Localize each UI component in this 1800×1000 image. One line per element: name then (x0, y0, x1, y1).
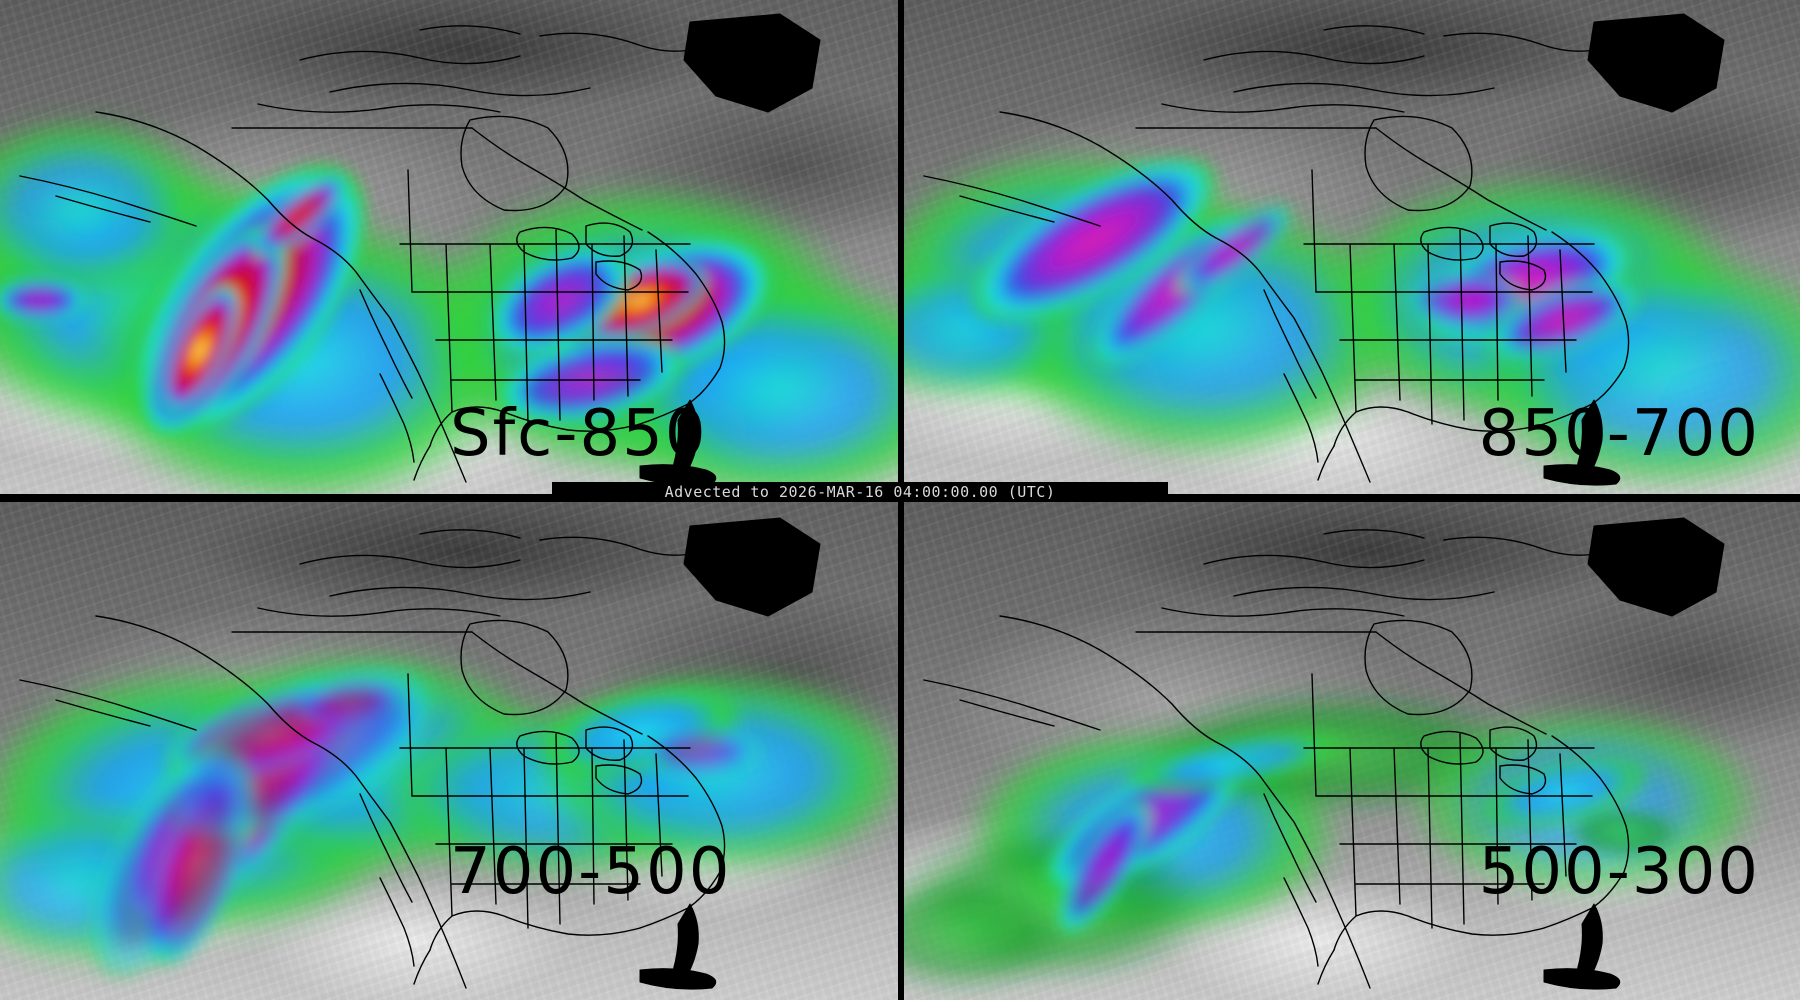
panel-sfc-850[interactable]: Sfc-850 (0, 0, 898, 494)
panel-label-700-500: 700-500 (450, 835, 732, 909)
panel-label-850-700: 850-700 (1478, 397, 1760, 471)
panel-500-300[interactable]: 500-300 (904, 502, 1800, 1000)
panel-label-500-300: 500-300 (1478, 835, 1760, 909)
moisture-plume-layer (0, 0, 898, 494)
moisture-plume-layer (904, 502, 1800, 1000)
timestamp-banner: Advected to 2026-MAR-16 04:00:00.00 (UTC… (552, 482, 1168, 502)
panel-label-sfc-850: Sfc-850 (450, 397, 708, 471)
panel-850-700[interactable]: 850-700 (904, 0, 1800, 494)
moisture-plume-layer (0, 502, 898, 1000)
panel-700-500[interactable]: 700-500 (0, 502, 898, 1000)
